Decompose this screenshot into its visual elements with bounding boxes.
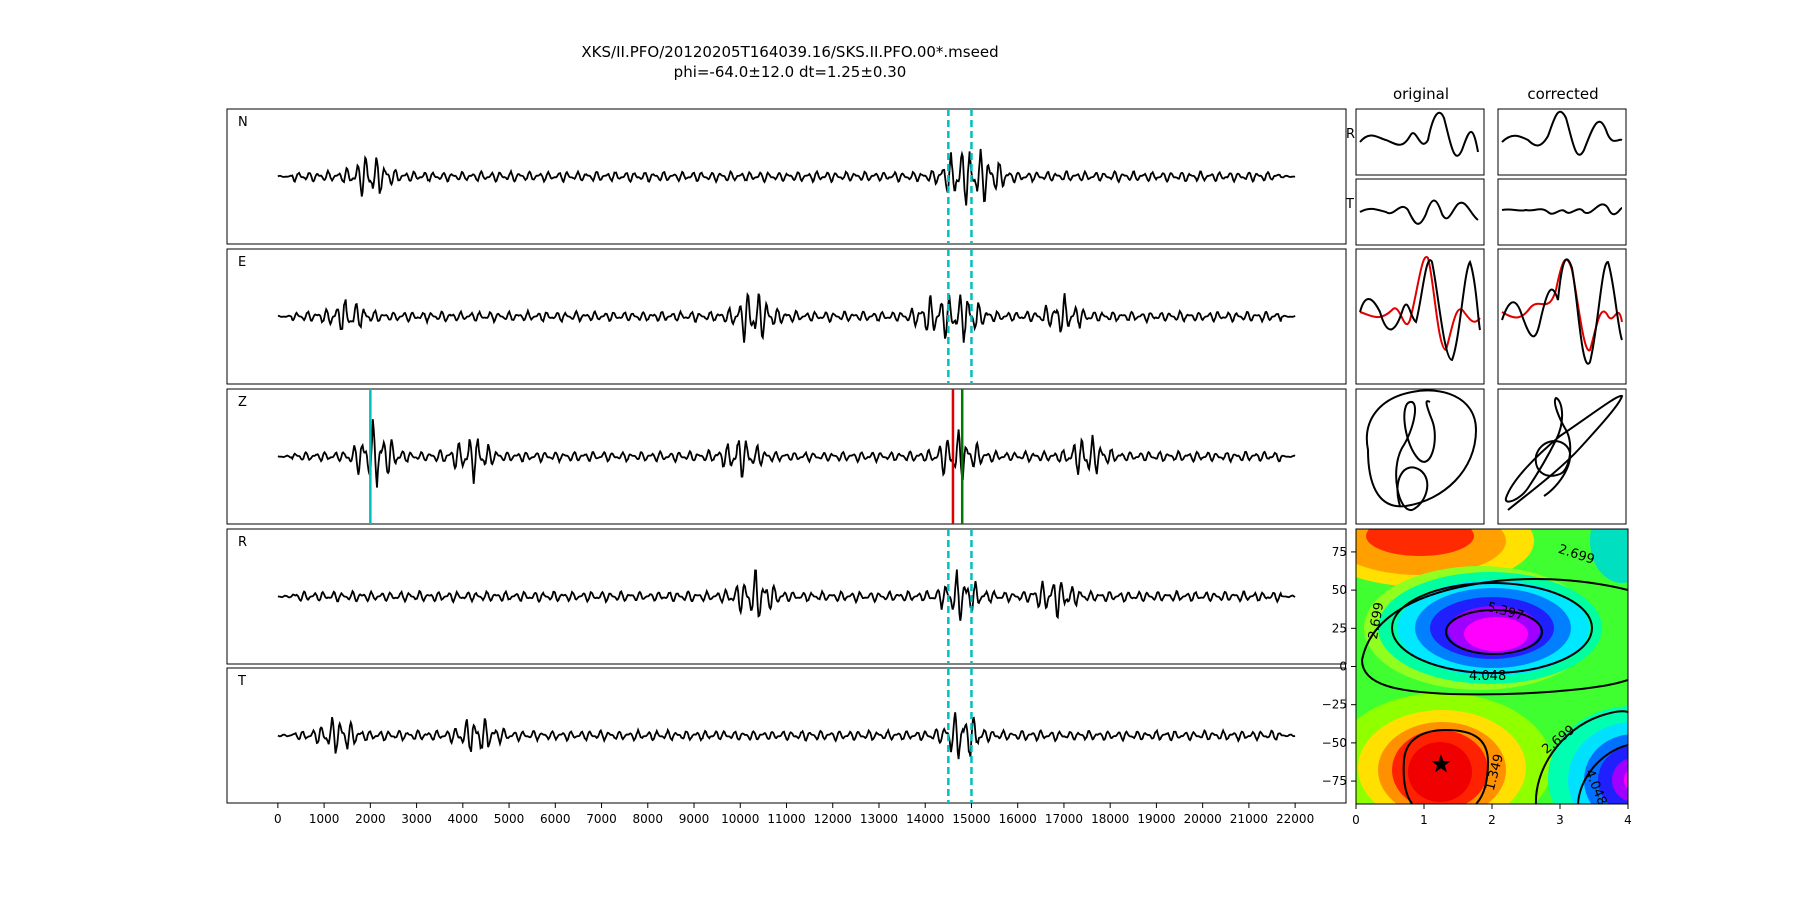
- panel-corrected-r: [1497, 108, 1627, 176]
- trace-panel: T: [226, 667, 1347, 804]
- trace-panel-frame: [226, 667, 1347, 804]
- trace-line: [277, 569, 1296, 621]
- contour-4048-top: [1391, 582, 1593, 674]
- time-axis: 0 1000 2000 3000 4000 5000 6000 7000 8000 9000 100…: [274, 803, 1314, 826]
- x-tick-label: 12000: [814, 812, 852, 826]
- original-overlay-red: [1359, 255, 1481, 352]
- original-r-wave: [1359, 111, 1479, 157]
- x-tick-label: 14000: [906, 812, 944, 826]
- dt-tick-label: 1: [1420, 813, 1428, 827]
- trace-line: [277, 292, 1296, 343]
- x-tick-label: 19000: [1137, 812, 1175, 826]
- x-tick-label: 2000: [355, 812, 386, 826]
- trace-panel-label: N: [238, 115, 248, 130]
- trace-panel-frame: [226, 108, 1347, 245]
- phi-tick-label: −25: [1322, 698, 1347, 712]
- original-t-wave: [1359, 199, 1479, 225]
- dt-tick-label: 0: [1352, 813, 1360, 827]
- panel-corrected-overlay: [1497, 248, 1627, 385]
- contour-4048-bottom: [1577, 744, 1628, 804]
- panel-corrected-particle: [1497, 388, 1627, 525]
- corrected-particle-motion: [1504, 394, 1624, 511]
- dt-tick-label: 2: [1488, 813, 1496, 827]
- trace-panel-label: E: [238, 255, 246, 270]
- x-tick-label: 5000: [494, 812, 525, 826]
- x-tick-label: 3000: [401, 812, 432, 826]
- x-tick-label: 13000: [860, 812, 898, 826]
- waveform-panels: N E Z R T: [226, 108, 1347, 804]
- trace-panel-label: R: [238, 535, 247, 550]
- trace-panel-frame: [226, 528, 1347, 665]
- column-title-original: original: [1393, 85, 1449, 103]
- contour-2699-top: [1360, 578, 1628, 696]
- trace-panel-frame: [226, 388, 1347, 525]
- dt-tick-label: 4: [1624, 813, 1632, 827]
- trace-panel: E: [226, 248, 1347, 385]
- x-tick-label: 4000: [448, 812, 479, 826]
- panel-original-r: [1355, 108, 1485, 176]
- phi-tick-label: 0: [1339, 660, 1347, 674]
- x-tick-label: 6000: [540, 812, 571, 826]
- column-title-corrected: corrected: [1527, 85, 1598, 103]
- phi-tick-label: 75: [1332, 545, 1347, 559]
- dt-tick-label: 3: [1556, 813, 1564, 827]
- contour-1349: [1402, 728, 1489, 804]
- x-tick-label: 0: [274, 812, 282, 826]
- x-tick-label: 7000: [586, 812, 617, 826]
- trace-line: [277, 148, 1296, 206]
- panel-original-t: [1355, 178, 1485, 246]
- small-label-t: T: [1345, 197, 1354, 212]
- phi-tick-label: −75: [1322, 774, 1347, 788]
- trace-line: [277, 419, 1296, 488]
- original-overlay-black: [1359, 259, 1481, 362]
- figure-subtitle: phi=-64.0±12.0 dt=1.25±0.30: [674, 63, 907, 81]
- trace-panel-label: T: [237, 674, 246, 689]
- x-tick-label: 20000: [1184, 812, 1222, 826]
- x-tick-label: 8000: [633, 812, 664, 826]
- error-surface: 2.699 5.397 2.699 4.048 2.699 1.349 4.04…: [1355, 528, 1629, 807]
- phi-tick-label: −50: [1322, 736, 1347, 750]
- x-tick-label: 15000: [952, 812, 990, 826]
- figure-title: XKS/II.PFO/20120205T164039.16/SKS.II.PFO…: [581, 43, 998, 61]
- x-tick-label: 10000: [721, 812, 759, 826]
- phi-tick-label: 25: [1332, 621, 1347, 635]
- panel-original-particle: [1355, 388, 1485, 525]
- contour-label: 2.699: [1366, 601, 1387, 640]
- best-fit-star-icon: [1431, 754, 1451, 773]
- small-label-r: R: [1346, 127, 1355, 142]
- x-tick-label: 1000: [309, 812, 340, 826]
- x-tick-label: 22000: [1276, 812, 1314, 826]
- trace-panel: N: [226, 108, 1347, 245]
- trace-panel-frame: [226, 248, 1347, 385]
- contour-5397: [1445, 609, 1543, 655]
- corrected-r-wave: [1501, 110, 1623, 156]
- x-tick-label: 21000: [1230, 812, 1268, 826]
- error-surface-axes: 0 1 2 3 4 75 50 25 0 −25 −50 −75: [1322, 545, 1632, 827]
- trace-panel-label: Z: [238, 395, 247, 410]
- x-tick-label: 16000: [999, 812, 1037, 826]
- corrected-overlay-black: [1501, 258, 1623, 365]
- corrected-t-wave: [1501, 203, 1623, 216]
- x-tick-label: 18000: [1091, 812, 1129, 826]
- x-tick-label: 17000: [1045, 812, 1083, 826]
- x-tick-label: 9000: [679, 812, 710, 826]
- phi-tick-label: 50: [1332, 583, 1347, 597]
- trace-line: [277, 712, 1296, 760]
- panel-corrected-t: [1497, 178, 1627, 246]
- panel-original-overlay: [1355, 248, 1485, 385]
- x-tick-label: 11000: [767, 812, 805, 826]
- particle-motion-panels: R T: [1345, 108, 1627, 525]
- original-particle-motion: [1365, 389, 1478, 511]
- contour-label: 4.048: [1469, 669, 1506, 684]
- contour-2699-bottom: [1535, 710, 1628, 804]
- trace-panel: Z: [226, 388, 1347, 525]
- trace-panel: R: [226, 528, 1347, 665]
